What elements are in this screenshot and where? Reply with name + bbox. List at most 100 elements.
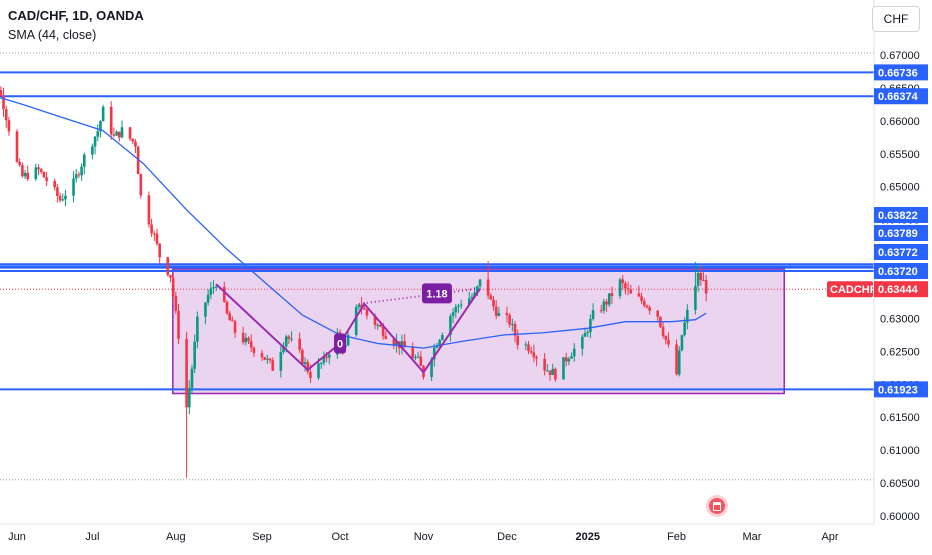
alert-icon[interactable] xyxy=(706,495,728,517)
time-tick: Jun xyxy=(8,531,26,543)
time-tick: Feb xyxy=(667,531,686,543)
price-tick: 0.67000 xyxy=(880,50,920,62)
candle-body xyxy=(400,341,404,349)
candle-body xyxy=(607,293,611,305)
candle xyxy=(212,280,215,295)
price-tick: 0.60000 xyxy=(880,511,920,523)
candle-body xyxy=(529,351,533,353)
candle-body xyxy=(675,344,678,375)
candle xyxy=(497,306,501,317)
candle xyxy=(648,305,651,315)
price-tick: 0.61500 xyxy=(880,412,920,424)
candle xyxy=(61,193,65,202)
candle-body xyxy=(174,296,178,311)
candle-body xyxy=(301,349,304,364)
candle-body xyxy=(244,337,248,343)
candle xyxy=(139,173,143,199)
candle xyxy=(187,380,191,415)
candle xyxy=(233,319,237,338)
candle xyxy=(640,292,643,304)
candle xyxy=(416,351,420,359)
candle xyxy=(169,274,172,283)
indicator-label[interactable]: SMA (44, close) xyxy=(8,28,97,42)
candle-body xyxy=(626,288,630,290)
candle-body xyxy=(21,165,24,177)
candle xyxy=(656,309,660,323)
candle-body xyxy=(196,316,199,342)
time-tick: Mar xyxy=(742,531,761,543)
candle xyxy=(513,320,517,343)
candle-body xyxy=(282,346,285,352)
candle xyxy=(699,266,703,286)
candle xyxy=(365,308,369,320)
price-tick: 0.66000 xyxy=(880,116,920,128)
candle-body xyxy=(470,296,474,299)
sma-line-layer xyxy=(0,96,707,349)
candle-body xyxy=(360,304,363,308)
candle xyxy=(18,158,21,167)
candle xyxy=(327,351,331,365)
candle-body xyxy=(476,286,479,293)
currency-button[interactable]: CHF xyxy=(872,6,920,32)
candle-body xyxy=(562,357,565,380)
candle-body xyxy=(169,275,172,278)
candle-body xyxy=(83,154,86,167)
candle xyxy=(134,139,137,153)
candle-body xyxy=(357,304,361,308)
candle xyxy=(524,341,528,350)
candle-body xyxy=(637,293,641,297)
price-tick: 0.61000 xyxy=(880,445,920,457)
time-tick: Aug xyxy=(166,531,186,543)
candle xyxy=(354,304,358,337)
candle-body xyxy=(602,301,606,311)
candle xyxy=(120,120,124,139)
candle-body xyxy=(2,95,5,110)
candle xyxy=(290,331,293,342)
candle xyxy=(494,300,498,320)
candle xyxy=(204,301,207,325)
candle-body xyxy=(204,302,207,317)
candle-body xyxy=(704,280,708,294)
candle xyxy=(249,334,253,353)
candle-body xyxy=(492,299,495,307)
candle xyxy=(505,306,509,323)
candle xyxy=(193,334,196,374)
candle-body xyxy=(231,320,234,322)
candle-body xyxy=(74,174,78,179)
candle-body xyxy=(411,347,415,358)
level-tag-bg-5 xyxy=(874,263,928,279)
candle xyxy=(306,359,310,375)
time-tick: 2025 xyxy=(575,531,599,543)
candle-body xyxy=(694,285,697,310)
candle xyxy=(174,291,178,315)
candle-body xyxy=(572,348,576,357)
level-tag-3: 0.63789 xyxy=(878,228,918,240)
level-tag-4: 0.63772 xyxy=(878,247,918,259)
candle-body xyxy=(677,350,681,375)
candle-body xyxy=(96,131,100,137)
candle xyxy=(454,303,458,319)
candle xyxy=(384,331,388,340)
candle xyxy=(667,332,670,348)
candle-body xyxy=(23,172,27,177)
candle xyxy=(177,303,180,345)
candle-body xyxy=(268,358,272,361)
candle xyxy=(244,333,248,346)
candle-body xyxy=(42,171,46,178)
candle-body xyxy=(266,358,269,360)
candle-body xyxy=(570,356,573,359)
candle-body xyxy=(7,120,11,132)
candle xyxy=(252,346,256,357)
price-tick: 0.63000 xyxy=(880,313,920,325)
candle-body xyxy=(93,136,97,147)
candle xyxy=(548,370,552,381)
candle-body xyxy=(209,288,213,295)
price-tick: 0.60500 xyxy=(880,478,920,490)
candle-body xyxy=(45,177,48,182)
candle xyxy=(166,256,170,277)
candle xyxy=(532,344,536,363)
level-tag-bg-3 xyxy=(874,225,928,241)
candle-body xyxy=(403,341,406,348)
